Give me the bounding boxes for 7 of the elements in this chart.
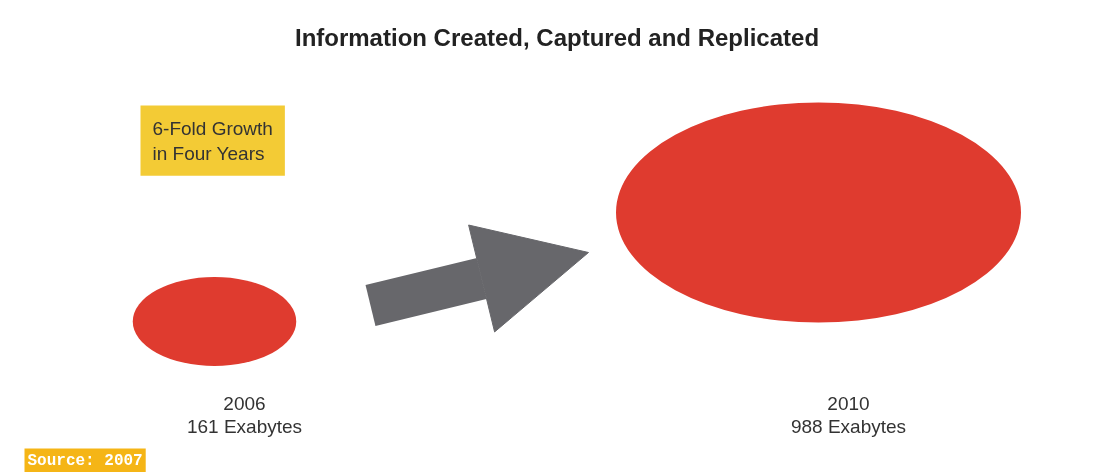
category-label: 2010 (827, 392, 870, 414)
category-label: 2006 (223, 392, 266, 414)
data-label: 988 Exabytes (790, 415, 907, 437)
text: 6-Fold Growth in Four Years (152, 117, 273, 164)
source-note: Source: 2007 (27, 451, 143, 470)
text: Information Created, Captured and Replicated (294, 23, 820, 51)
data-label: 161 Exabytes (186, 415, 303, 437)
